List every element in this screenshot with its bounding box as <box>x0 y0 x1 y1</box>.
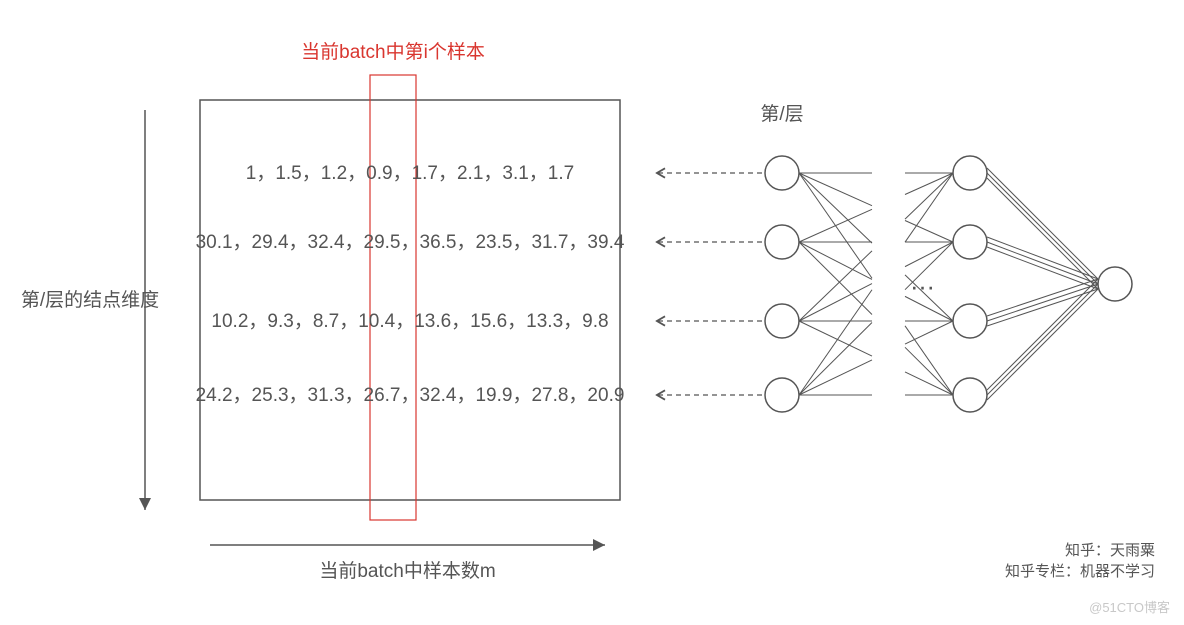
edge <box>799 251 872 321</box>
neuron-node <box>953 225 987 259</box>
edge <box>987 284 1098 395</box>
edge <box>799 284 872 321</box>
neuron-node <box>765 304 799 338</box>
edge <box>905 321 953 344</box>
edge <box>905 173 953 219</box>
edge <box>799 290 872 395</box>
edge <box>799 321 872 356</box>
edge <box>799 173 872 243</box>
edge <box>987 284 1098 321</box>
edge <box>905 296 953 321</box>
edge <box>799 242 872 315</box>
edge <box>799 209 872 242</box>
edge <box>987 289 1098 400</box>
y-axis-label: 第/层的结点维度 <box>21 289 159 311</box>
watermark: @51CTO博客 <box>1089 600 1170 615</box>
neuron-node <box>1098 267 1132 301</box>
edge <box>905 242 953 267</box>
matrix-row: 10.2，9.3，8.7，10.4，13.6，15.6，13.3，9.8 <box>211 311 608 332</box>
edge <box>987 289 1098 326</box>
x-axis-label: 当前batch中样本数m <box>319 560 495 582</box>
edge <box>987 237 1098 279</box>
neuron-node <box>953 156 987 190</box>
neuron-node <box>953 304 987 338</box>
diagram-canvas: 第/层的结点维度 当前batch中第i个样本 1，1.5，1.2，0.9，1.7，2… <box>0 0 1184 620</box>
edge <box>905 372 953 395</box>
matrix-box <box>200 100 620 500</box>
edge <box>799 360 872 395</box>
highlight-label: 当前batch中第i个样本 <box>301 41 485 63</box>
edge <box>987 168 1098 279</box>
edge <box>987 173 1098 284</box>
neuron-node <box>765 156 799 190</box>
edge <box>987 279 1098 390</box>
neuron-node <box>765 225 799 259</box>
credit-column: 知乎专栏：机器不学习 <box>1005 563 1155 580</box>
matrix-row: 1，1.5，1.2，0.9，1.7，2.1，3.1，1.7 <box>246 163 574 184</box>
highlight-column <box>370 75 416 520</box>
credit-author: 知乎：天雨粟 <box>1065 542 1155 559</box>
edge <box>905 326 953 395</box>
matrix-row: 30.1，29.4，32.4，29.5，36.5，23.5，31.7，39.4 <box>196 232 625 253</box>
neuron-node <box>953 378 987 412</box>
edge <box>905 347 953 395</box>
neuron-node <box>765 378 799 412</box>
edge <box>987 279 1098 316</box>
matrix-row: 24.2，25.3，31.3，26.7，32.4，19.9，27.8，20.9 <box>196 385 625 406</box>
edge <box>799 322 872 395</box>
layer-title: 第/层 <box>760 103 803 125</box>
